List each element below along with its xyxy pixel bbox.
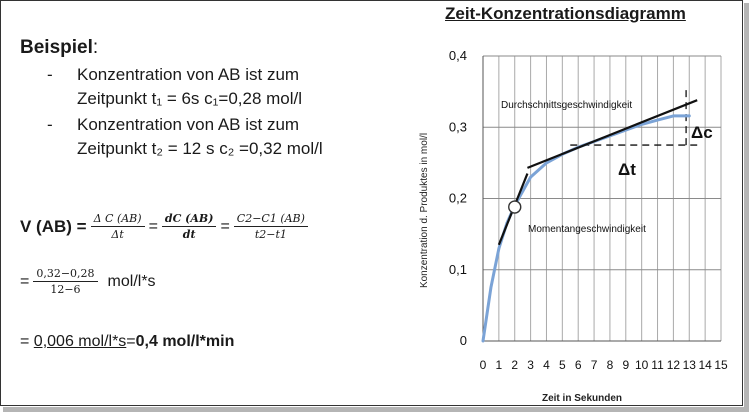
item-line1: Konzentration von AB ist zum: [77, 115, 300, 134]
x-tick-label: 13: [683, 358, 697, 372]
formula-line-1: V (AB) = Δ C (AB) Δt = dC (AB) dt = C2−C…: [20, 212, 312, 241]
slide-shadow-bottom: [3, 407, 749, 412]
x-tick-label: 12: [667, 358, 681, 372]
example-heading-text: Beispiel: [20, 37, 93, 58]
y-tick-label: 0,4: [449, 48, 467, 63]
formula-line-2: = 0,32−0,28 12−6 mol/l*s: [20, 267, 156, 296]
formula-lead: V (AB) =: [20, 216, 87, 236]
slide-shadow-right: [744, 3, 749, 412]
equals-sign: =: [20, 272, 30, 290]
formula-line-3: = 0,006 mol/l*s = 0,4 mol/l*min: [20, 333, 234, 351]
x-tick-label: 11: [651, 358, 664, 372]
example-heading-colon: :: [92, 37, 99, 58]
fraction-denominator: Δt: [111, 228, 124, 241]
tangent-point-marker: [508, 200, 522, 214]
y-tick-label: 0,2: [449, 191, 467, 206]
x-tick-label: 2: [511, 358, 518, 372]
fraction-delta: Δ C (AB) Δt: [90, 212, 145, 241]
y-axis-label: Konzentration d. Produktes in mol/l: [419, 133, 430, 288]
fraction-numerator: dC (AB): [161, 212, 217, 227]
y-tick-label: 0,3: [449, 119, 467, 134]
delta-t-label: Δt: [618, 160, 636, 179]
secant-line: [527, 99, 698, 169]
x-tick-label: 7: [591, 358, 598, 372]
x-tick-label: 8: [607, 358, 614, 372]
y-tick-label: 0,1: [449, 262, 467, 277]
equals-sign: =: [148, 217, 158, 235]
chart-annotations: Durchschnittsgeschwindigkeit Momentangesc…: [501, 100, 713, 235]
delta-c-label: Δc: [691, 123, 713, 142]
item-line2: Zeitpunkt t₂ = 12 s c₂ =0,32 mol/l: [77, 139, 323, 158]
chart-tick-labels: 0 1 2 3 4 5 6 7 8 9 10 11 12 13 14 1500,10,20,30,4Zeit …: [419, 48, 728, 404]
chart-axes: [482, 56, 721, 342]
y-tick-label: 0: [460, 333, 467, 348]
instant-rate-label: Momentangeschwindigkeit: [528, 224, 646, 235]
equals-sign: =: [20, 333, 30, 350]
chart-canvas: 0 1 2 3 4 5 6 7 8 9 10 11 12 13 14 1500,10,20,30,4Zeit …: [419, 48, 728, 404]
fraction-denominator: t2−t1: [254, 228, 287, 241]
x-tick-label: 4: [543, 358, 550, 372]
fraction-denominator: dt: [182, 228, 196, 241]
x-tick-label: 1: [496, 358, 503, 372]
example-item-2: - Konzentration von AB ist zum Zeitpunkt …: [47, 113, 323, 161]
fraction-numerator: C2−C1 (AB): [233, 212, 308, 227]
fraction-derivative: dC (AB) dt: [161, 212, 217, 241]
item-dash: -: [47, 65, 53, 84]
result-per-second: 0,006 mol/l*s: [33, 333, 127, 350]
chart-title: Zeit-Konzentrationsdiagramm: [445, 4, 686, 23]
slide-panel: Beispiel: - Konzentration von AB ist zum …: [0, 0, 743, 406]
x-tick-label: 9: [622, 358, 629, 372]
x-tick-label: 14: [698, 358, 712, 372]
fraction-denominator: 12−6: [50, 283, 81, 296]
fraction-numerator: Δ C (AB): [90, 212, 145, 227]
equals-sign: =: [220, 217, 230, 235]
example-item-1: - Konzentration von AB ist zum Zeitpunkt …: [47, 63, 302, 111]
fraction-values: 0,32−0,28 12−6: [33, 267, 98, 296]
item-line2: Zeitpunkt t₁ = 6s c₁=0,28 mol/l: [77, 89, 303, 108]
equals-sign: =: [126, 333, 136, 350]
x-tick-label: 0: [480, 358, 487, 372]
x-tick-label: 5: [559, 358, 566, 372]
average-rate-label: Durchschnittsgeschwindigkeit: [501, 100, 632, 111]
item-dash: -: [47, 115, 53, 134]
x-tick-label: 3: [527, 358, 534, 372]
x-tick-label: 6: [575, 358, 582, 372]
item-line1: Konzentration von AB ist zum: [77, 65, 300, 84]
fraction-difference: C2−C1 (AB) t2−t1: [233, 212, 308, 241]
x-tick-label: 15: [714, 358, 728, 372]
x-tick-label: 10: [635, 358, 649, 372]
fraction-numerator: 0,32−0,28: [33, 267, 98, 282]
formula-unit: mol/l*s: [107, 272, 156, 290]
example-heading: Beispiel:: [20, 37, 98, 59]
x-axis-label: Zeit in Sekunden: [542, 393, 622, 404]
result-per-minute: 0,4 mol/l*min: [135, 333, 235, 350]
chart-marks: [508, 200, 522, 214]
